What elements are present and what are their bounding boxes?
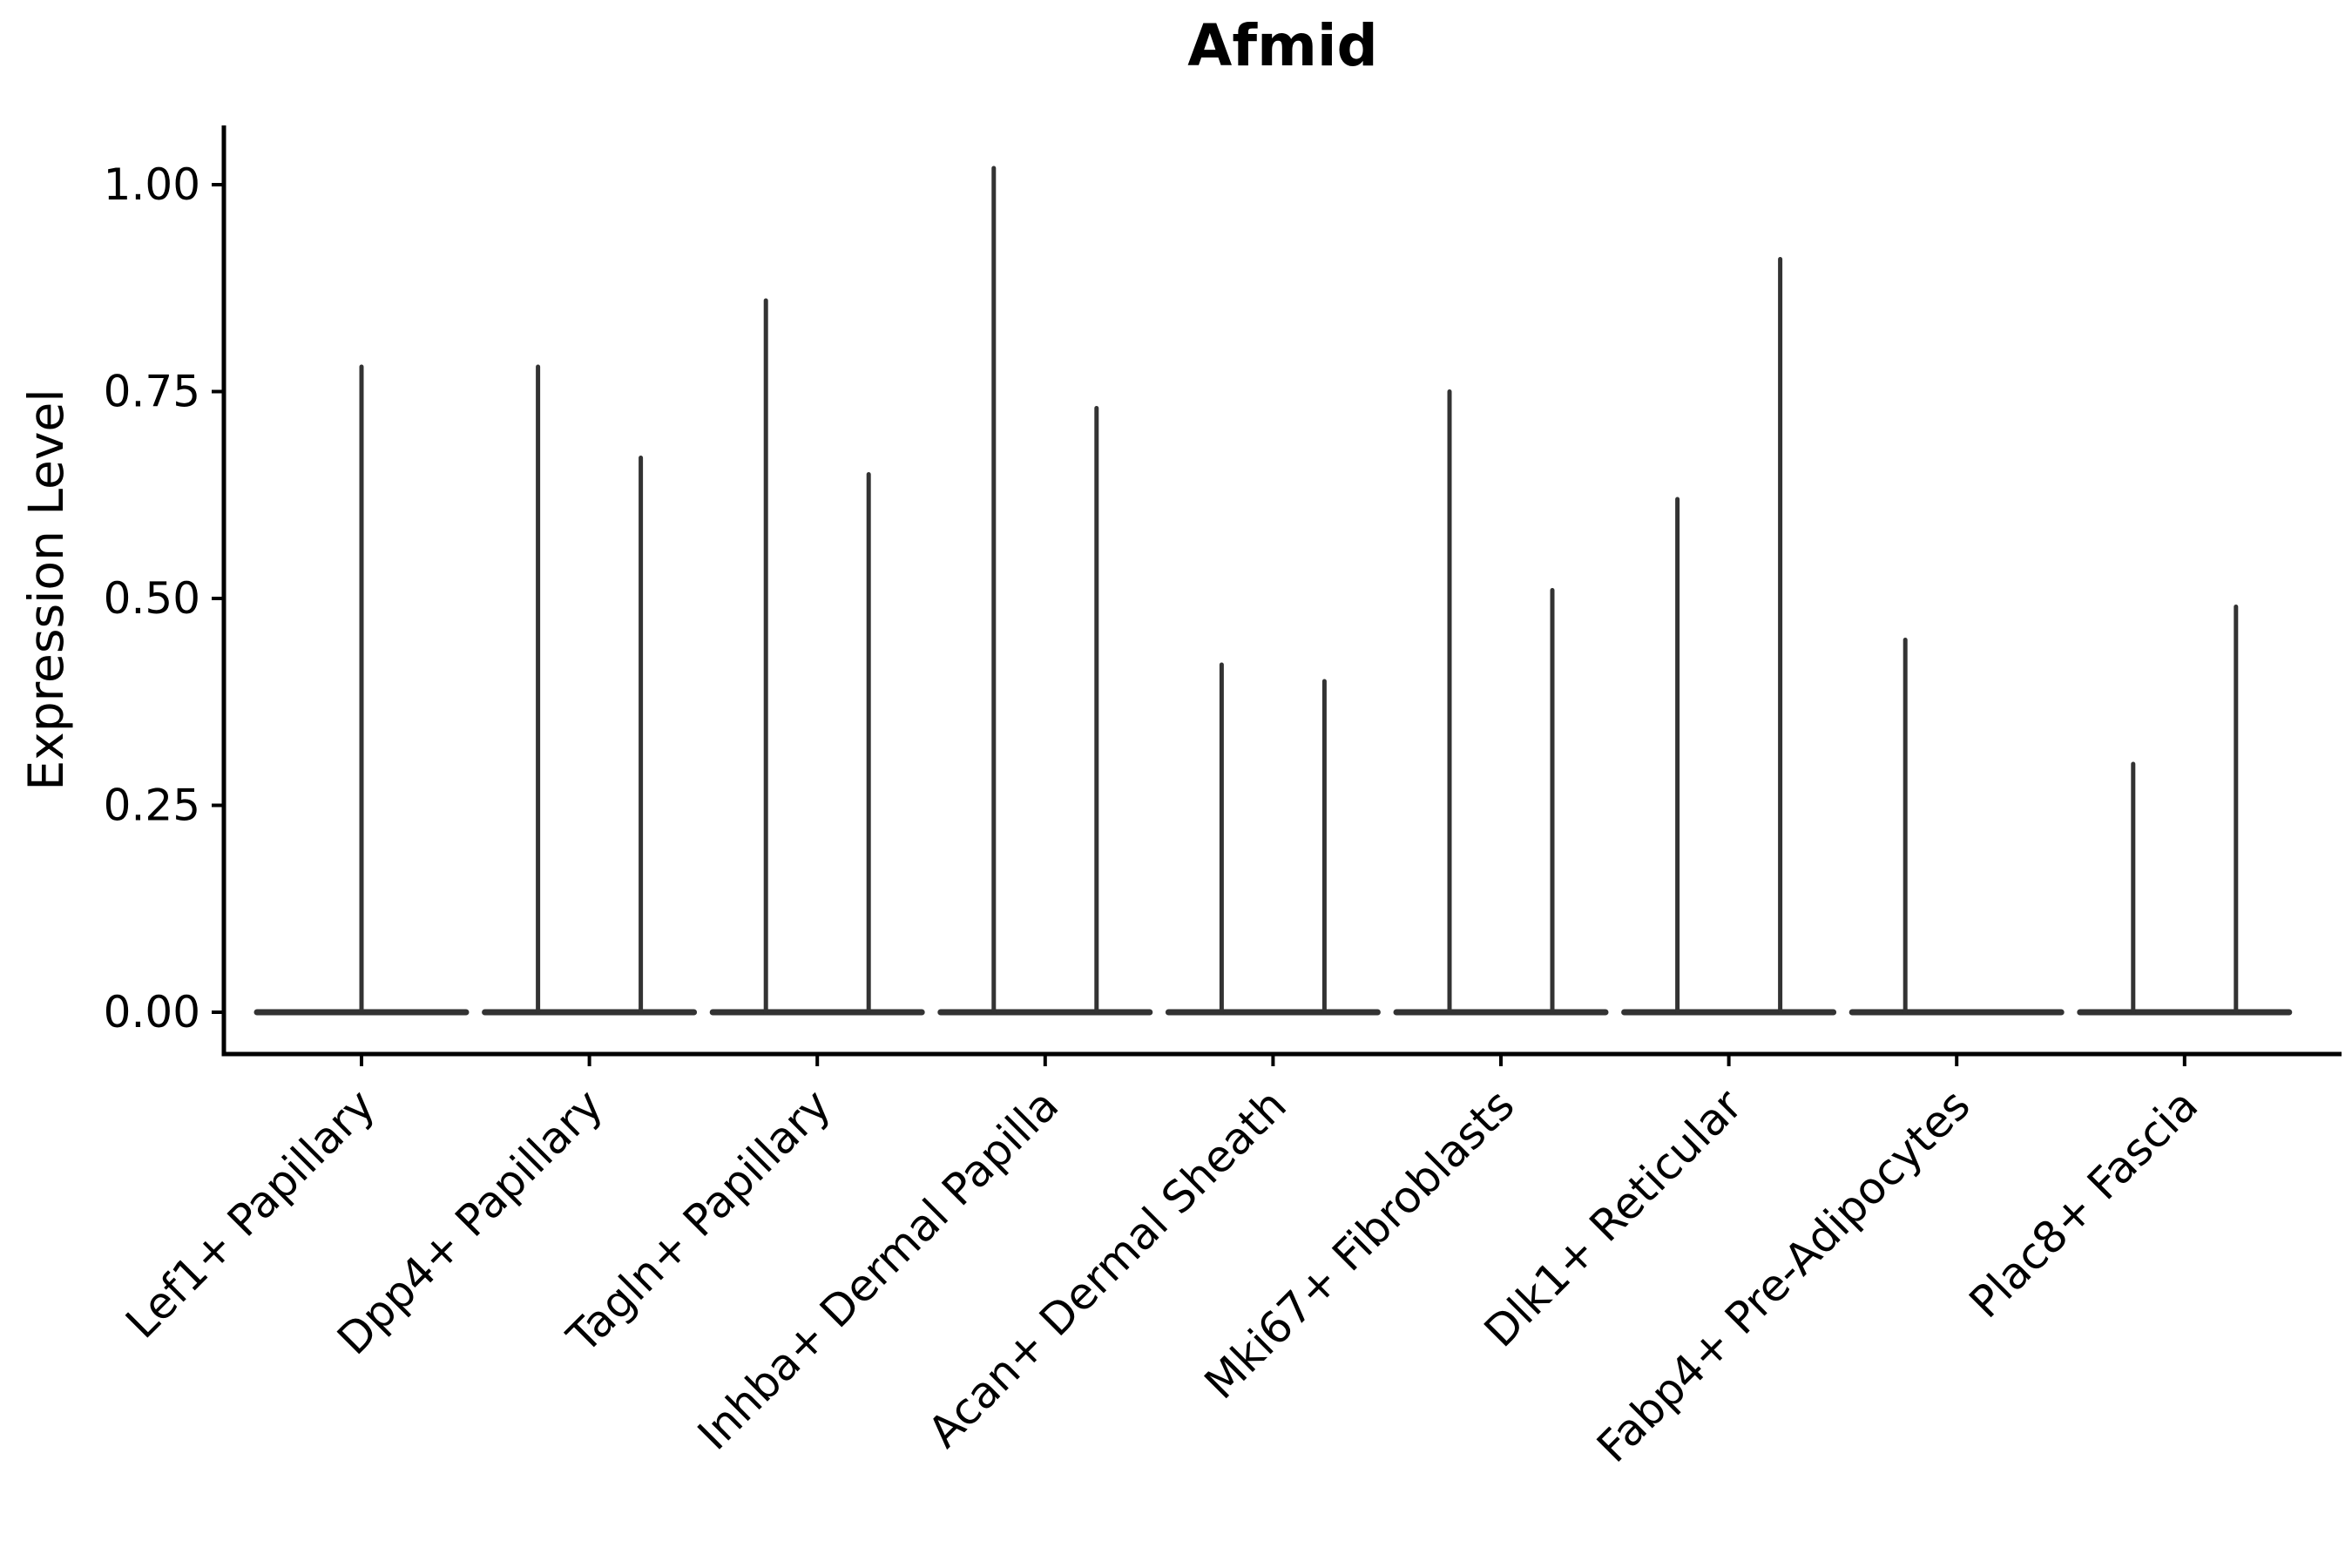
chart-title: Afmid [1187,12,1378,79]
x-tick-label: Plac8+ Fascia [1960,1079,2208,1328]
y-tick-label: 0.00 [104,987,200,1037]
y-tick-label: 0.50 [104,573,200,624]
y-tick-label: 0.75 [104,367,200,417]
x-tick-label: Inhba+ Dermal Papilla [688,1079,1068,1459]
y-axis-title: Expression Level [18,389,74,790]
x-tick-label: Lef1+ Papillary [116,1079,384,1348]
y-tick-label: 0.25 [104,781,200,831]
x-tick-label: Fabp4+ Pre-Adipocytes [1587,1079,1980,1472]
y-tick-label: 1.00 [104,159,200,210]
